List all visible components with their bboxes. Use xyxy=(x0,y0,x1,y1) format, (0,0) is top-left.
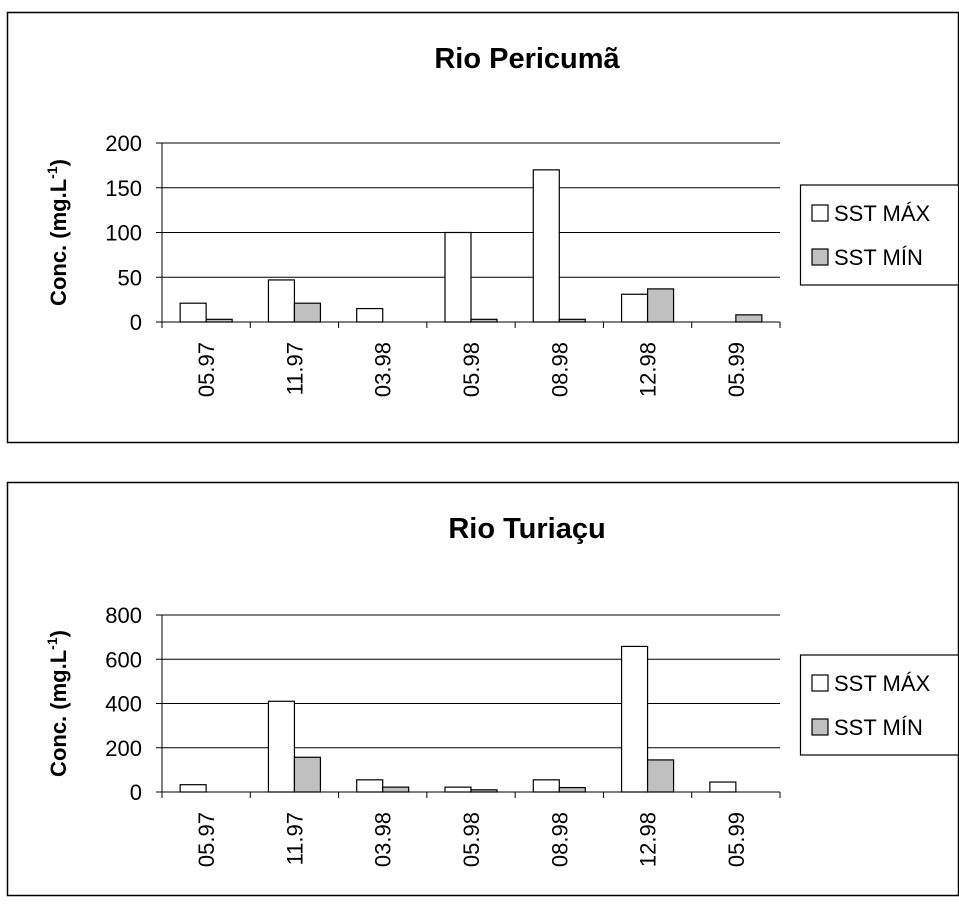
y-axis-label-main: Conc. (mg.L xyxy=(46,650,71,777)
y-axis-label-tail: ) xyxy=(46,159,71,166)
bar-sst-min xyxy=(293,756,322,793)
bar-sst-min xyxy=(382,786,410,793)
x-tick-label: 03.98 xyxy=(371,812,396,867)
bar-sst-min xyxy=(646,759,675,793)
x-tick-label: 11.97 xyxy=(282,342,307,395)
x-tick-label: 08.98 xyxy=(547,812,572,867)
y-tick-label: 0 xyxy=(130,310,142,335)
y-axis-label-sup: -1 xyxy=(44,166,60,179)
bar-sst-min xyxy=(735,314,763,323)
x-tick-label: 08.98 xyxy=(547,342,572,397)
y-axis-label-sup: -1 xyxy=(44,637,60,650)
legend-box xyxy=(799,184,959,286)
legend-label: SST MÁX xyxy=(834,671,931,696)
bar-sst-min xyxy=(293,302,322,323)
y-axis-label-tail: ) xyxy=(46,630,71,637)
bar-sst-max xyxy=(532,169,560,323)
bar-sst-min xyxy=(470,789,498,793)
legend-box xyxy=(799,654,959,756)
chart-title: Rio Pericumã xyxy=(434,43,620,75)
y-tick-label: 200 xyxy=(105,131,142,156)
x-tick-label: 05.99 xyxy=(724,812,749,867)
chart-turiacu: Rio Turiaçu 0 200 400 600 800 Conc. (mg.L-1) 05… xyxy=(6,481,959,897)
bar-sst-max xyxy=(444,231,472,323)
legend-label: SST MÍN xyxy=(834,245,923,270)
legend-swatch xyxy=(811,248,829,266)
x-tick-label: 12.98 xyxy=(636,812,661,867)
x-tick-label: 05.98 xyxy=(459,342,484,397)
legend-swatch xyxy=(811,674,829,692)
x-tick-label: 05.97 xyxy=(194,342,219,397)
bar-sst-max xyxy=(356,307,384,323)
bar-sst-min xyxy=(470,318,498,323)
bar-sst-max xyxy=(444,786,472,793)
y-tick-label: 0 xyxy=(130,780,142,805)
legend-swatch xyxy=(811,204,829,222)
bar-sst-max xyxy=(267,700,296,793)
x-tick-label: 12.98 xyxy=(636,342,661,397)
y-axis-label-main: Conc. (mg.L xyxy=(46,179,71,306)
x-tick-label: 03.98 xyxy=(371,342,396,397)
bar-sst-max xyxy=(356,779,384,793)
bar-sst-max xyxy=(709,781,737,793)
legend-label: SST MÍN xyxy=(834,715,923,740)
y-tick-label: 50 xyxy=(118,265,142,290)
chart-pericuma: Rio Pericumã 0 50 100 150 200 Conc. (mg.L-1) 05… xyxy=(6,11,959,444)
chart-panel-pericuma: Rio Pericumã 0 50 100 150 200 Conc. (mg.L-1) 05… xyxy=(6,11,959,444)
chart-title: Rio Turiaçu xyxy=(448,513,605,545)
bar-sst-min xyxy=(205,318,233,323)
x-tick-label: 11.97 xyxy=(282,812,307,865)
y-tick-label: 150 xyxy=(105,176,142,201)
legend-swatch xyxy=(811,718,829,736)
bar-sst-min xyxy=(558,786,586,793)
bar-sst-min xyxy=(558,318,586,323)
legend-label: SST MÁX xyxy=(834,201,931,226)
chart-panel-turiacu: Rio Turiaçu 0 200 400 600 800 Conc. (mg.L-1) 05… xyxy=(0,470,959,908)
bar-sst-max xyxy=(267,279,296,323)
bar-sst-max xyxy=(532,779,560,793)
x-tick-label: 05.99 xyxy=(724,342,749,397)
bar-sst-max xyxy=(620,293,649,323)
bar-sst-max xyxy=(179,302,207,323)
y-tick-label: 600 xyxy=(105,647,142,672)
y-axis-label: Conc. (mg.L-1) xyxy=(44,630,71,777)
bar-sst-min xyxy=(646,288,675,323)
x-tick-label: 05.97 xyxy=(194,812,219,867)
bar-sst-max xyxy=(620,645,649,793)
bar-sst-max xyxy=(179,784,207,793)
y-tick-label: 200 xyxy=(105,736,142,761)
y-tick-label: 800 xyxy=(105,603,142,628)
y-tick-label: 400 xyxy=(105,692,142,717)
y-tick-label: 100 xyxy=(105,221,142,246)
x-tick-label: 05.98 xyxy=(459,812,484,867)
y-axis-label: Conc. (mg.L-1) xyxy=(44,159,71,306)
